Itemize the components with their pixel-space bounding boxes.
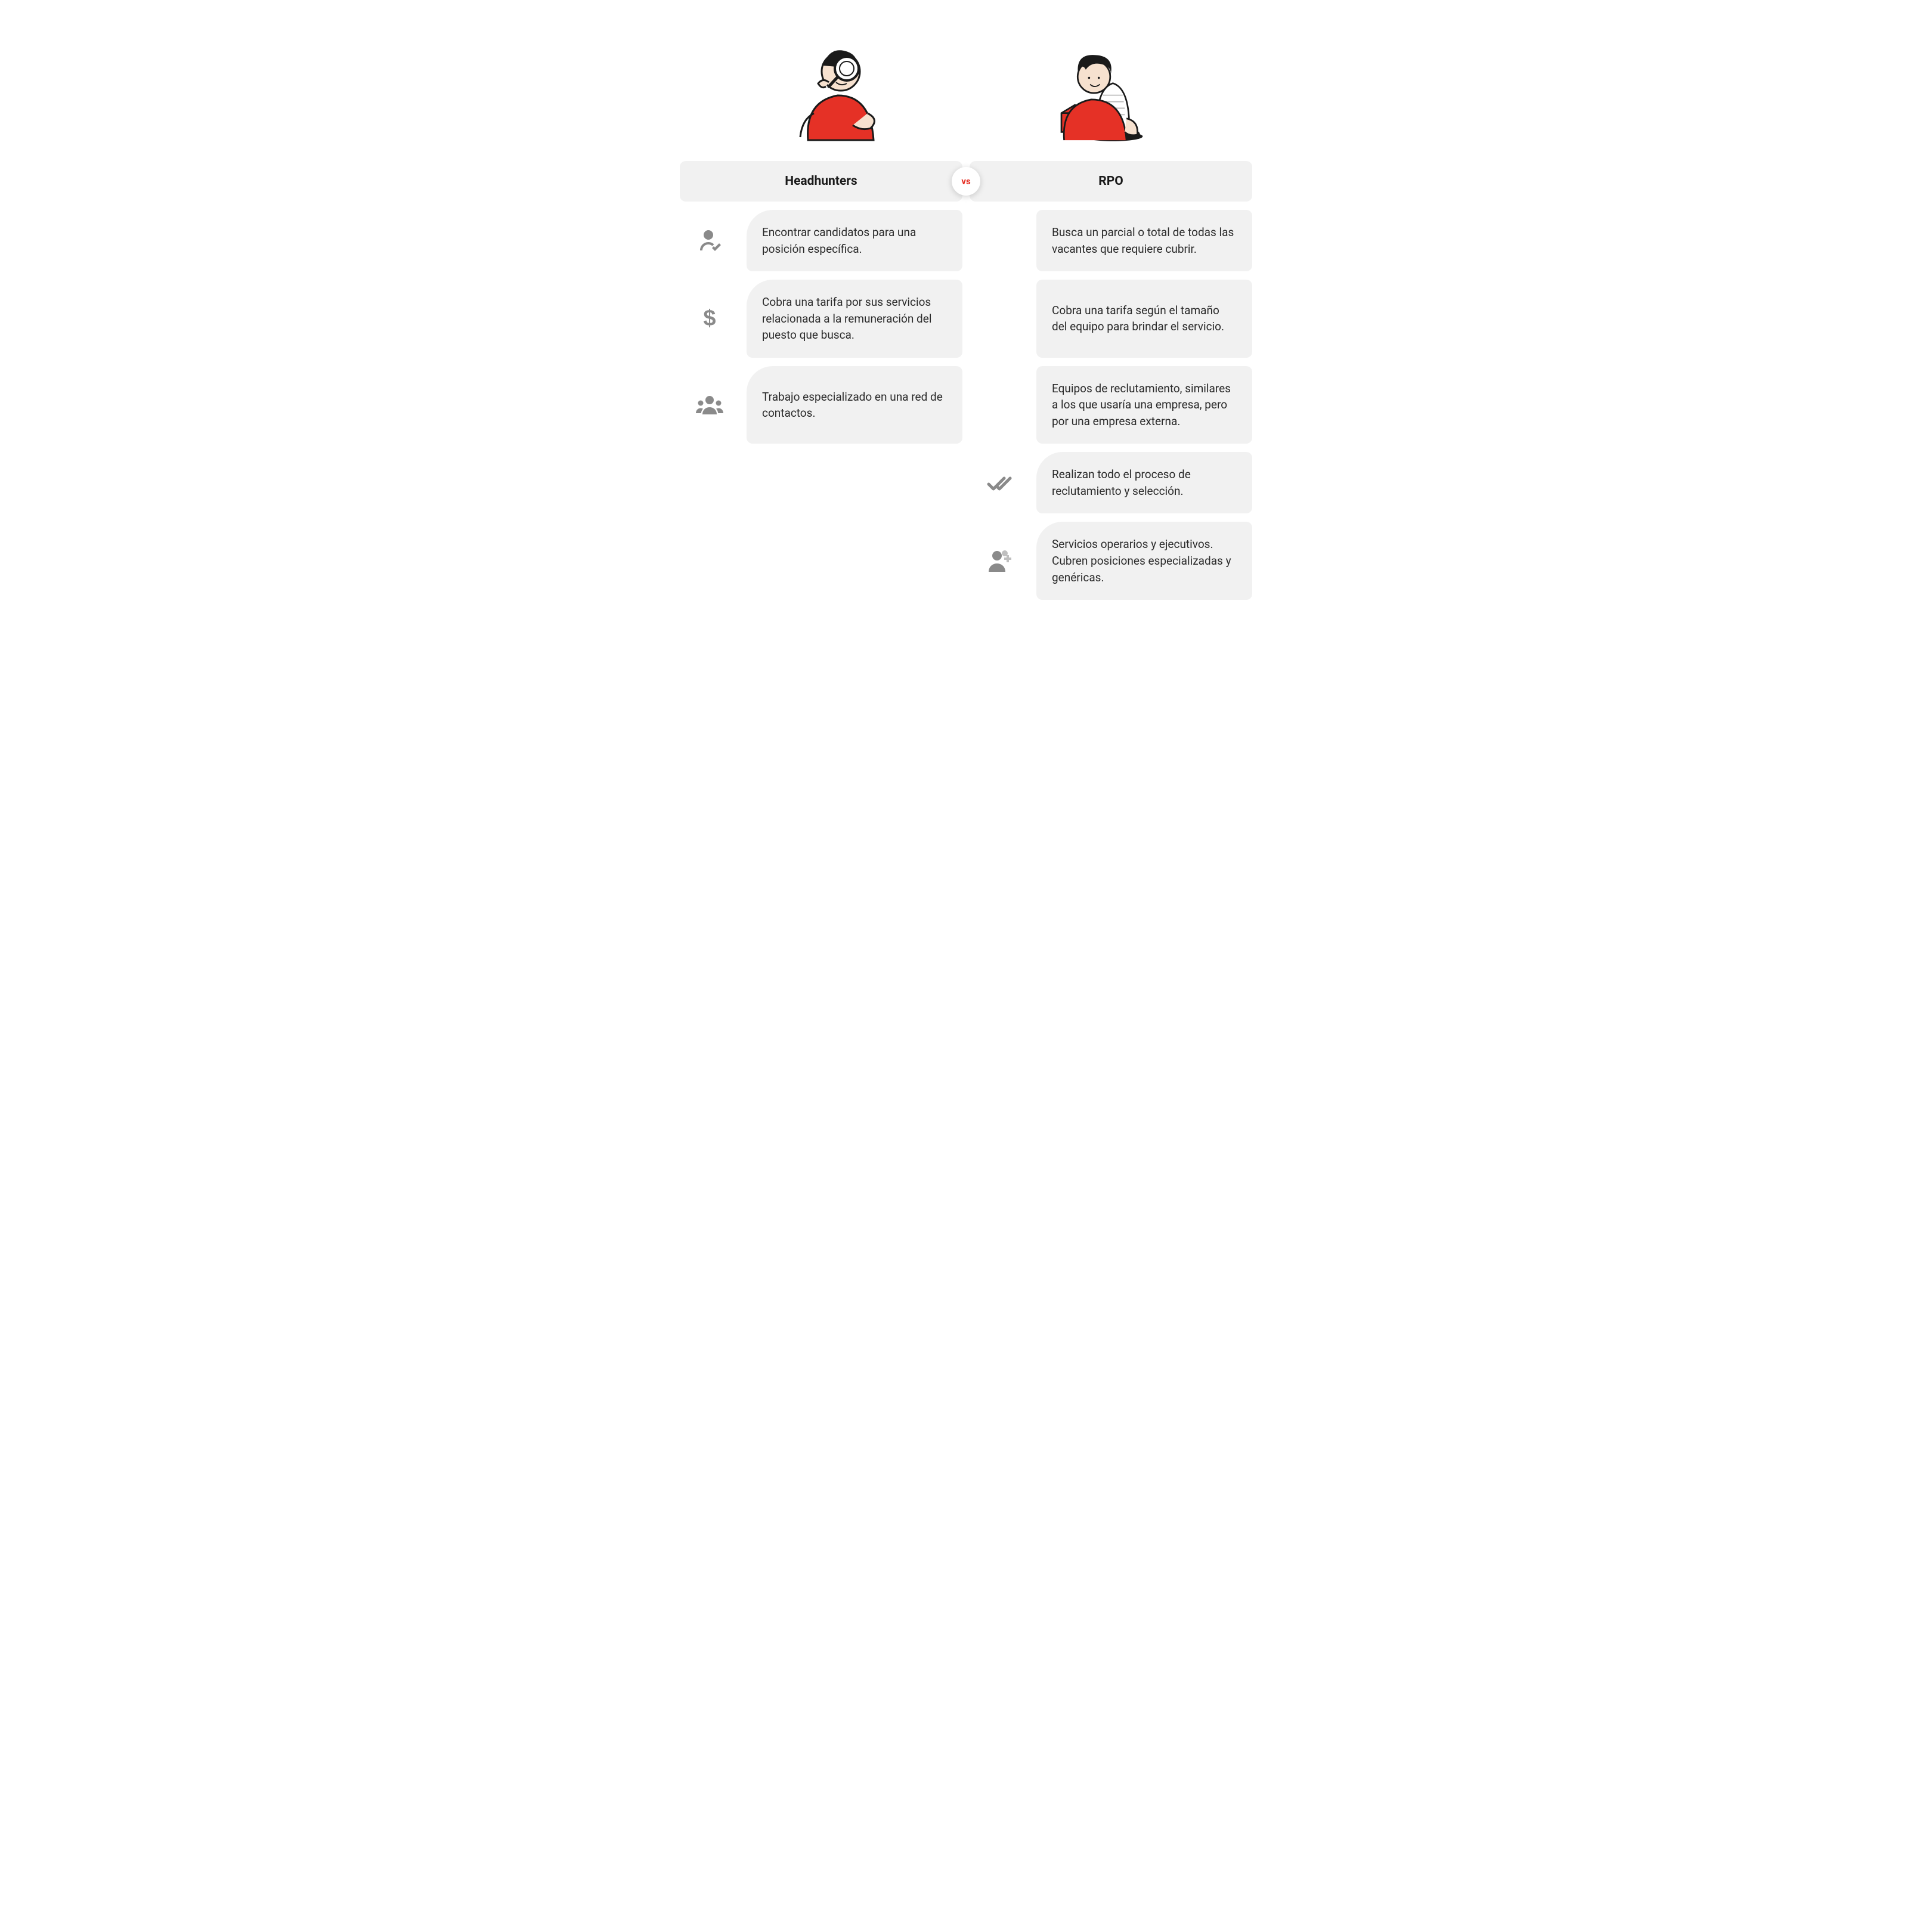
header-left: Headhunters bbox=[680, 161, 962, 202]
vs-badge: vs bbox=[952, 167, 980, 196]
cell-left: Trabajo especializado en una red de cont… bbox=[747, 366, 962, 444]
person-plus-icon bbox=[970, 522, 1029, 600]
svg-text:$: $ bbox=[703, 306, 716, 331]
illustration-headhunter bbox=[781, 36, 900, 143]
comparison-rows: Encontrar candidatos para una posición e… bbox=[680, 210, 1252, 600]
cell-right: Equipos de reclutamiento, similares a lo… bbox=[1036, 366, 1252, 444]
comparison-row: Realizan todo el proceso de reclutamient… bbox=[680, 452, 1252, 513]
cell-left: Cobra una tarifa por sus servicios relac… bbox=[747, 280, 962, 358]
cell-right: Realizan todo el proceso de reclutamient… bbox=[1036, 452, 1252, 513]
cell-right: Busca un parcial o total de todas las va… bbox=[1036, 210, 1252, 271]
double-check-icon bbox=[970, 452, 1029, 513]
comparison-row: $ Cobra una tarifa por sus servicios rel… bbox=[680, 280, 1252, 358]
dollar-icon: $ bbox=[680, 280, 739, 358]
person-check-icon bbox=[680, 210, 739, 271]
comparison-header: Headhunters RPO vs bbox=[680, 161, 1252, 202]
illustrations-row bbox=[680, 36, 1252, 143]
header-right: RPO bbox=[970, 161, 1252, 202]
illustration-rpo bbox=[1032, 36, 1151, 143]
comparison-row: Servicios operarios y ejecutivos. Cubren… bbox=[680, 522, 1252, 600]
cell-left: Encontrar candidatos para una posición e… bbox=[747, 210, 962, 271]
cell-right: Servicios operarios y ejecutivos. Cubren… bbox=[1036, 522, 1252, 600]
comparison-row: Encontrar candidatos para una posición e… bbox=[680, 210, 1252, 271]
group-icon bbox=[680, 366, 739, 444]
cell-right: Cobra una tarifa según el tamaño del equ… bbox=[1036, 280, 1252, 358]
comparison-row: Trabajo especializado en una red de cont… bbox=[680, 366, 1252, 444]
